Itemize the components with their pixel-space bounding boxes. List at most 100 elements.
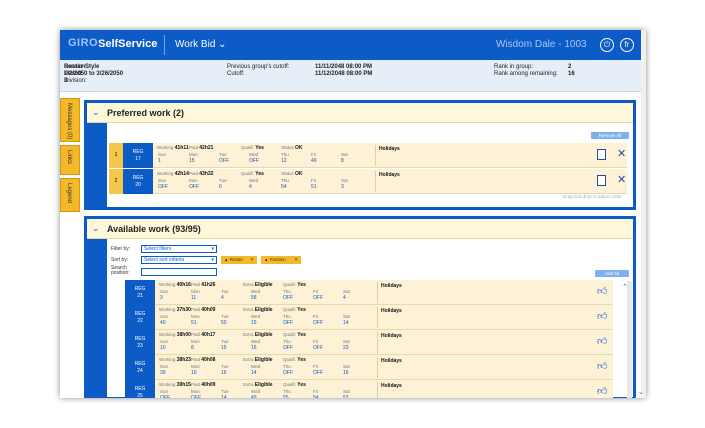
work-row[interactable]: REG 22 Working 37h30 Paid 40h09 Extra Eligib… <box>125 305 613 330</box>
day-label: Sun <box>160 314 169 319</box>
available-work-header[interactable]: ⌄ Available work (93/95) <box>87 219 633 239</box>
window-scrollbar[interactable] <box>641 30 646 398</box>
day-value: OFF <box>249 158 259 164</box>
remove-icon[interactable]: ✕ <box>617 148 627 160</box>
thumbs-up-icon[interactable]: 👍︎ <box>597 386 608 397</box>
panel-accent <box>87 219 107 397</box>
day-value: 39 <box>160 370 166 376</box>
reg-badge: REG 24 <box>125 355 155 380</box>
column-divider <box>375 145 376 166</box>
thumbs-up-icon[interactable]: 👍︎ <box>597 336 608 347</box>
holidays-note: Holidays <box>381 383 402 389</box>
preferred-work-panel: ⌄ Preferred work (2) Remove All 1 REG 17 Wo… <box>84 100 636 210</box>
summary-field: Working 38h23 <box>159 357 191 363</box>
day-label: Tue <box>221 389 229 394</box>
day-label: Sat <box>343 339 350 344</box>
day-value: 10 <box>160 345 166 351</box>
tab-messages[interactable]: Messages (0) <box>60 98 80 142</box>
chip-position[interactable]: ▲ Position ✕ <box>261 256 301 264</box>
column-divider <box>377 282 378 303</box>
day-label: Sun <box>160 289 169 294</box>
document-icon[interactable] <box>597 175 606 186</box>
day-label: Sun <box>160 339 169 344</box>
reg-number: 25 <box>137 393 143 398</box>
summary-field: Working 41h11 <box>157 145 189 151</box>
rank-badge: 2 <box>109 169 123 194</box>
filter-select[interactable]: Select filters ▾ <box>141 245 217 253</box>
remove-all-button[interactable]: Remove All <box>591 132 629 139</box>
day-label: Sat <box>343 314 350 319</box>
reg-badge: REG 25 <box>125 380 155 398</box>
collapse-chevron-icon[interactable]: ⌄ <box>92 107 100 117</box>
summary-field: Paid 40h17 <box>191 332 216 338</box>
day-value: 51 <box>191 320 197 326</box>
holidays-note: Holidays <box>381 283 402 289</box>
work-bid-menu[interactable]: Work Bid ⌄ <box>175 39 227 50</box>
app-window: GIRO SelfService Work Bid ⌄ Wisdom Dale … <box>60 30 646 398</box>
day-label: Sun <box>158 178 167 183</box>
scroll-up-icon[interactable]: ⌃ <box>622 284 628 291</box>
day-value: 4 <box>221 295 224 301</box>
reg-type: REG <box>134 386 146 392</box>
day-label: Mon <box>191 314 200 319</box>
day-label: Tue <box>221 339 229 344</box>
day-value: 16 <box>221 370 227 376</box>
day-label: Thu <box>283 339 291 344</box>
work-row[interactable]: REG 21 Working 40h16 Paid 41h26 Extra Eligib… <box>125 280 613 305</box>
day-label: Wed <box>251 364 261 369</box>
thumbs-up-icon[interactable]: 👍︎ <box>597 311 608 322</box>
day-value: 4 <box>343 295 346 301</box>
day-label: Thu <box>283 314 291 319</box>
reg-badge: REG 22 <box>125 305 155 330</box>
work-row[interactable]: REG 23 Working 38h00 Paid 40h17 Extra Eligib… <box>125 330 613 355</box>
app-header: GIRO SelfService Work Bid ⌄ Wisdom Dale … <box>60 30 646 60</box>
reg-badge: REG 17 <box>123 143 153 168</box>
collapse-chevron-icon[interactable]: ⌄ <box>92 223 100 233</box>
summary-field: Qualif. Yes <box>283 282 306 288</box>
day-value: OFF <box>283 320 293 326</box>
tab-links[interactable]: Links <box>60 145 80 175</box>
tab-legend[interactable]: Legend <box>60 178 80 212</box>
day-label: Fri <box>311 178 317 183</box>
work-row[interactable]: 1 REG 17 Working 41h11 Paid 42h21 Qualif. Yes… <box>109 143 627 168</box>
search-position-input[interactable] <box>141 268 217 276</box>
summary-field: Extra Eligible <box>243 357 273 363</box>
work-row[interactable]: REG 24 Working 38h23 Paid 40h08 Extra Eligib… <box>125 355 613 380</box>
holidays-note: Holidays <box>381 358 402 364</box>
thumbs-up-icon[interactable]: 👍︎ <box>597 361 608 372</box>
day-value: 8 <box>341 158 344 164</box>
day-label: Thu <box>281 178 289 183</box>
summary-field: Extra Eligible <box>243 332 273 338</box>
day-label: Thu <box>283 289 291 294</box>
available-work-title: Available work (93/95) <box>107 224 201 234</box>
reg-number: 21 <box>137 293 143 299</box>
day-value: 16 <box>343 370 349 376</box>
thumbs-up-icon[interactable]: 👍︎ <box>597 286 608 297</box>
chip-roster[interactable]: ▲ Roster ✕ <box>221 256 257 264</box>
holidays-note: Holidays <box>379 172 400 178</box>
holidays-note: Holidays <box>381 333 402 339</box>
day-value: 15 <box>221 345 227 351</box>
scrollbar[interactable] <box>627 281 632 398</box>
column-divider <box>377 307 378 328</box>
day-value: 49 <box>311 158 317 164</box>
preferred-work-header[interactable]: ⌄ Preferred work (2) <box>87 103 633 123</box>
window-scroll-down-icon[interactable]: ⌄ <box>638 389 644 396</box>
add-all-button[interactable]: Add All <box>595 270 629 277</box>
summary-field: Qualif. Yes <box>241 145 264 151</box>
day-label: Sun <box>160 389 169 394</box>
logout-icon[interactable]: ⏻ <box>600 38 614 52</box>
session-info-bar: Session: Roster-Style Period: 1/2/2050 t… <box>60 60 646 92</box>
work-row[interactable]: 2 REG 20 Working 42h14 Paid 43h32 Qualif. Yes… <box>109 169 627 194</box>
summary-field: Working 38h00 <box>159 332 191 338</box>
sort-select[interactable]: Select sort criteria ▾ <box>141 256 217 264</box>
document-icon[interactable] <box>597 149 606 160</box>
day-value: 54 <box>281 184 287 190</box>
french-toggle-icon[interactable]: fr <box>620 38 634 52</box>
summary-field: Extra Eligible <box>243 382 273 388</box>
day-label: Sun <box>160 364 169 369</box>
summary-field: Extra Eligible <box>243 307 273 313</box>
work-row[interactable]: REG 25 Working 39h15 Paid 40h09 Extra Eligib… <box>125 380 613 398</box>
remove-icon[interactable]: ✕ <box>617 174 627 186</box>
preferred-work-title: Preferred work (2) <box>107 108 185 118</box>
